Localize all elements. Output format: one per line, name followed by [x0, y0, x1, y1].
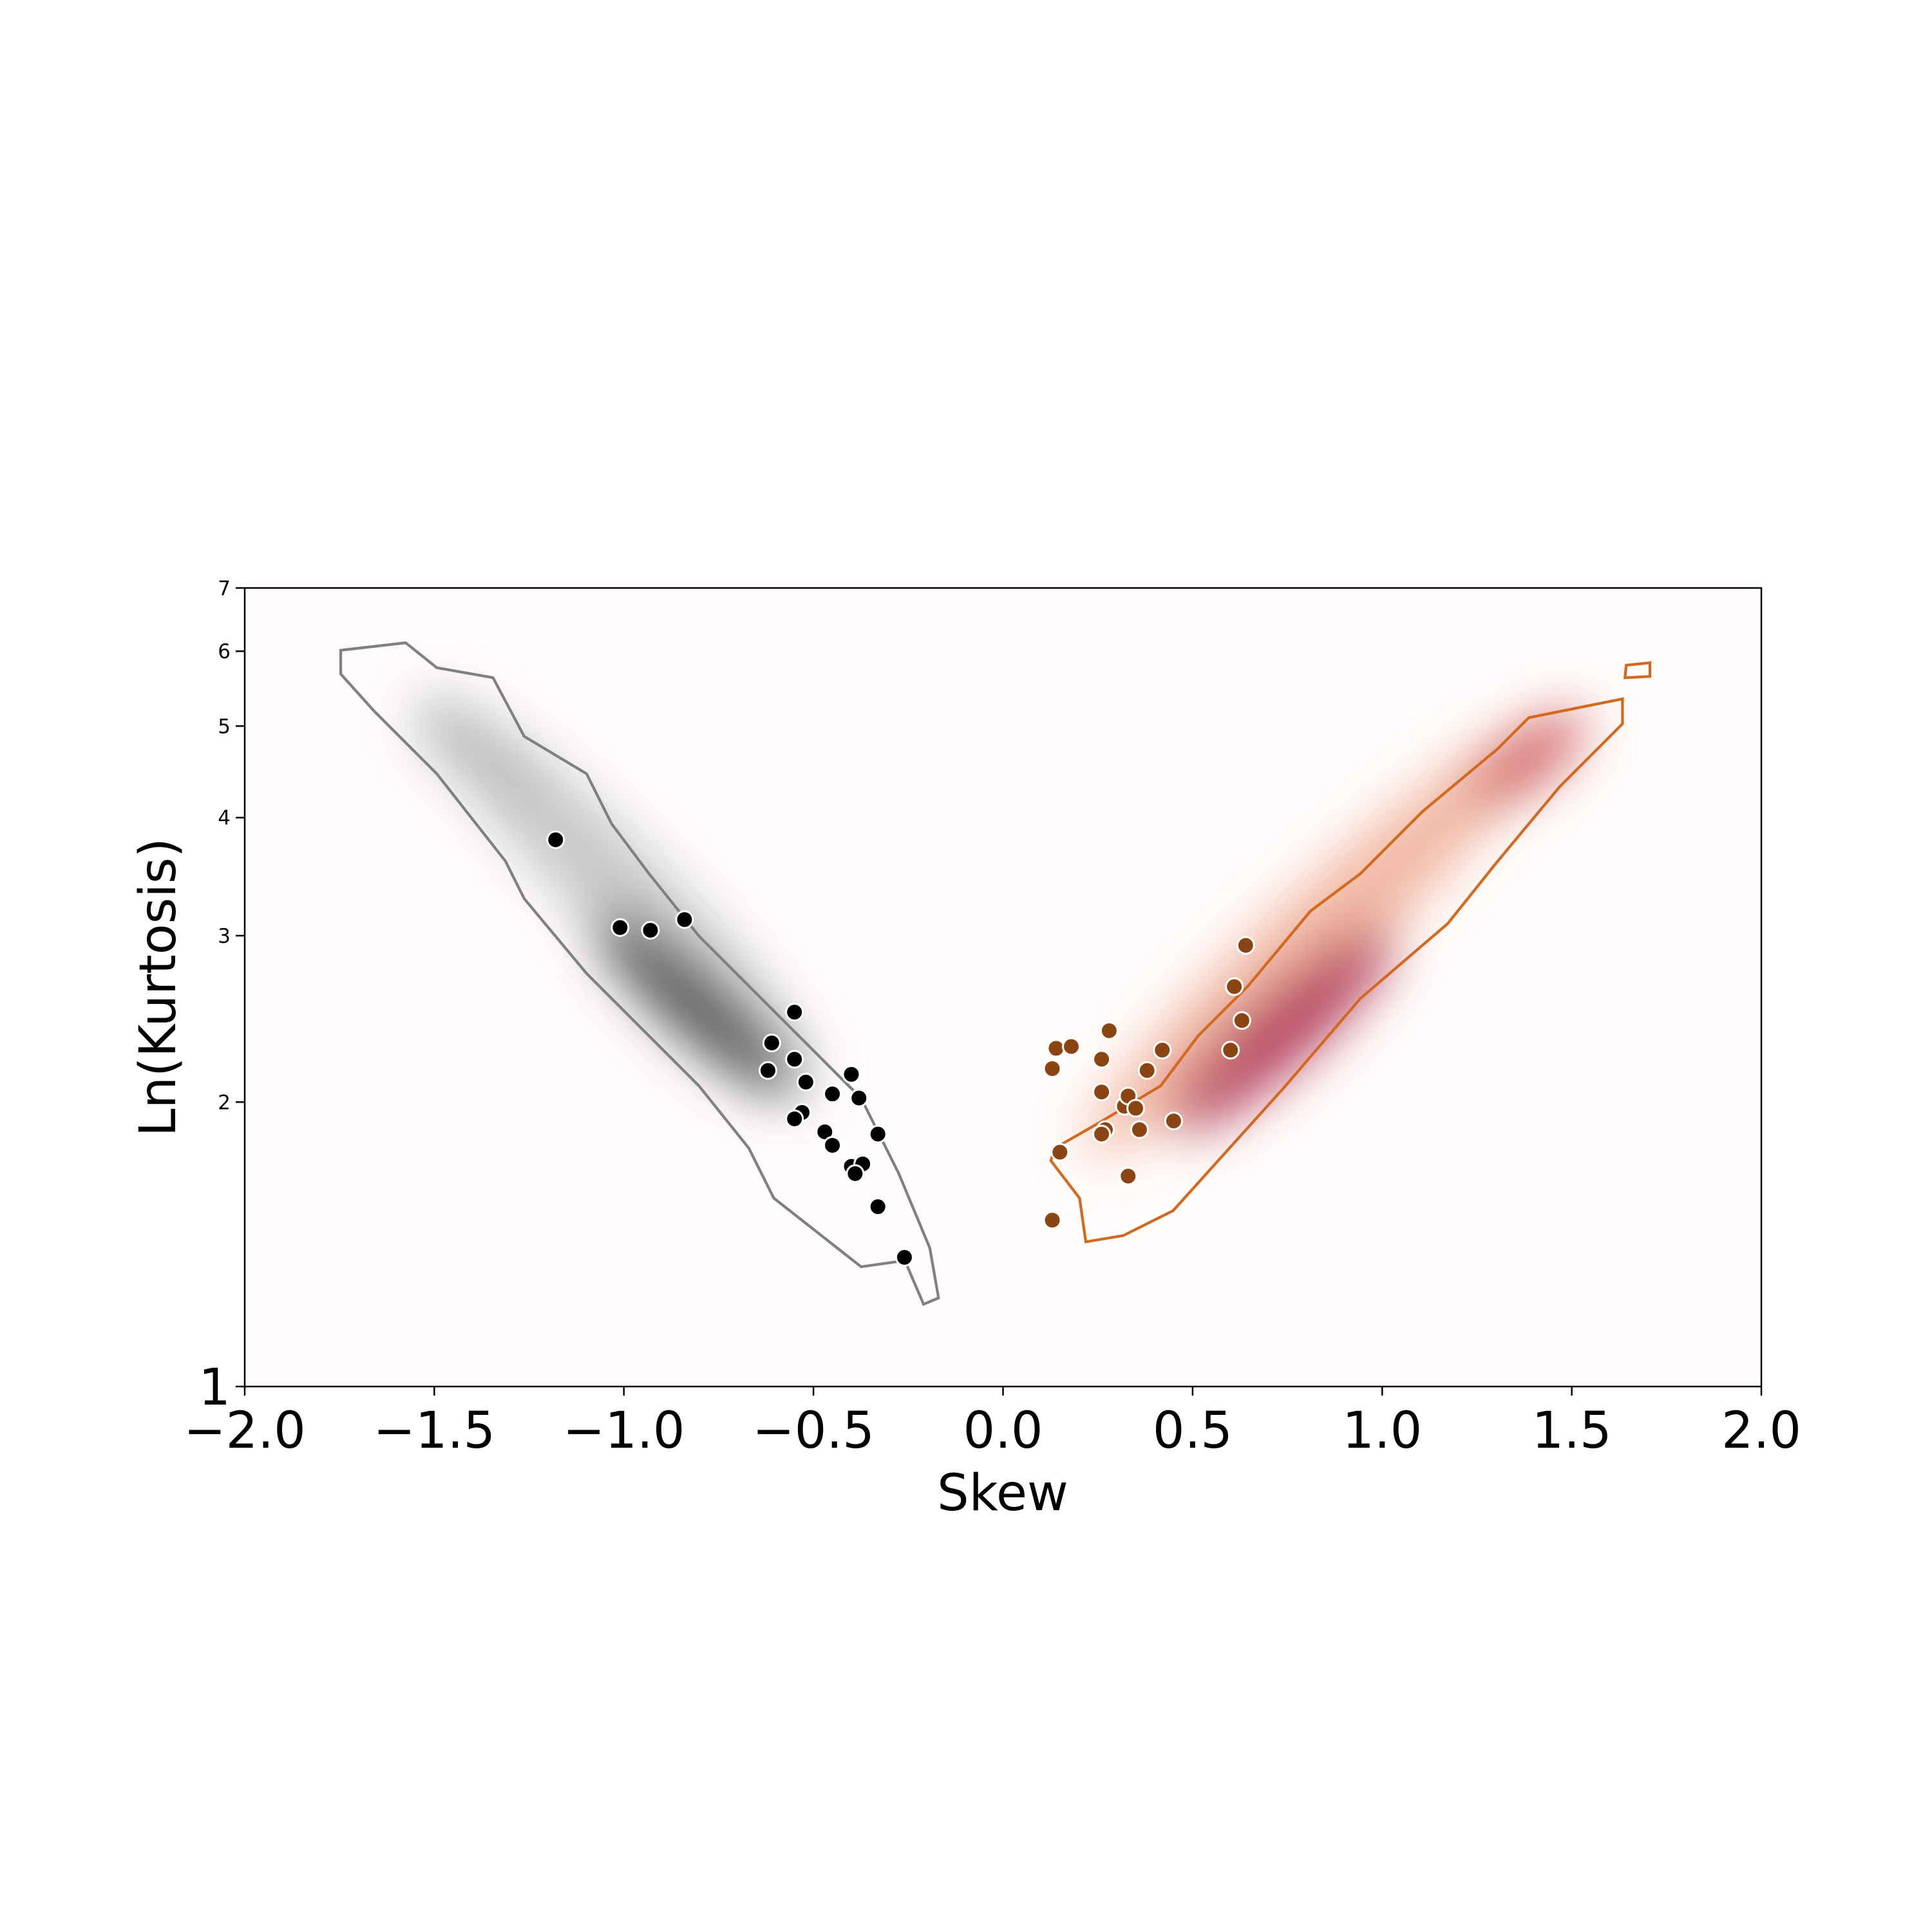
scatter-point: [796, 1072, 815, 1092]
y-tick-label: 6: [218, 640, 231, 663]
scatter-point: [1092, 1083, 1112, 1102]
density-background: [245, 588, 1761, 1387]
scatter-point: [1225, 977, 1244, 996]
scatter-point: [868, 1124, 887, 1144]
scatter-point: [895, 1247, 914, 1267]
contours: [339, 641, 1652, 1306]
scatter-point: [1099, 1021, 1119, 1040]
scatter-point: [1126, 1099, 1146, 1118]
scatter-point: [1061, 1037, 1081, 1056]
scatter-point: [1232, 1011, 1251, 1030]
scatter-point: [641, 920, 660, 940]
contour-orange: [1049, 661, 1652, 1244]
scatter-point: [1164, 1112, 1183, 1131]
x-tick-label: −0.5: [752, 1402, 874, 1460]
scatter-point: [1050, 1142, 1070, 1162]
x-tick-label: 0.5: [1153, 1402, 1233, 1460]
scatter-point: [842, 1065, 861, 1084]
scatter-point: [1043, 1059, 1062, 1078]
scatter-point: [762, 1033, 781, 1052]
scatter-point: [1137, 1061, 1157, 1080]
scatter-point: [546, 830, 565, 849]
scatter-point: [758, 1061, 777, 1080]
scatter-point: [1236, 936, 1255, 955]
scatter-point: [1092, 1124, 1112, 1144]
scatter-point: [1221, 1041, 1240, 1060]
x-tick-label: 2.0: [1721, 1402, 1801, 1460]
y-axis-label: Ln(Kurtosis): [129, 838, 187, 1137]
scatter-point: [823, 1135, 842, 1155]
scatter-point: [611, 918, 630, 937]
y-tick-label: 7: [218, 577, 231, 600]
x-tick-label: −1.0: [563, 1402, 685, 1460]
scatter-point: [1046, 1039, 1066, 1058]
x-tick-label: 0.0: [963, 1402, 1043, 1460]
y-tick-label: 5: [218, 715, 231, 738]
y-tick-label: 3: [218, 925, 231, 948]
scatter-point: [785, 1109, 804, 1128]
x-axis-label: Skew: [937, 1464, 1068, 1522]
x-tick-label: 1.0: [1342, 1402, 1422, 1460]
scatter-point: [846, 1164, 865, 1183]
scatter-point: [868, 1197, 887, 1217]
x-tick-label: −2.0: [184, 1402, 305, 1460]
x-tick-label: −1.5: [374, 1402, 495, 1460]
scatter-point: [785, 1003, 804, 1022]
x-tick-label: 1.5: [1532, 1402, 1612, 1460]
scatter-point: [1119, 1166, 1138, 1186]
scatter-point: [675, 910, 694, 929]
scatter-point: [1130, 1120, 1149, 1139]
y-tick-label: 2: [218, 1091, 231, 1114]
scatter-point: [849, 1088, 869, 1108]
contour-grey: [339, 641, 940, 1306]
y-tick-label: 4: [218, 807, 231, 830]
scatter-point: [1153, 1041, 1172, 1060]
scatter-point: [1092, 1050, 1112, 1069]
y-tick-label: 1: [198, 1359, 231, 1417]
scatter-point: [823, 1084, 842, 1104]
scatter-point: [1043, 1211, 1062, 1230]
scatter-point: [785, 1050, 804, 1069]
